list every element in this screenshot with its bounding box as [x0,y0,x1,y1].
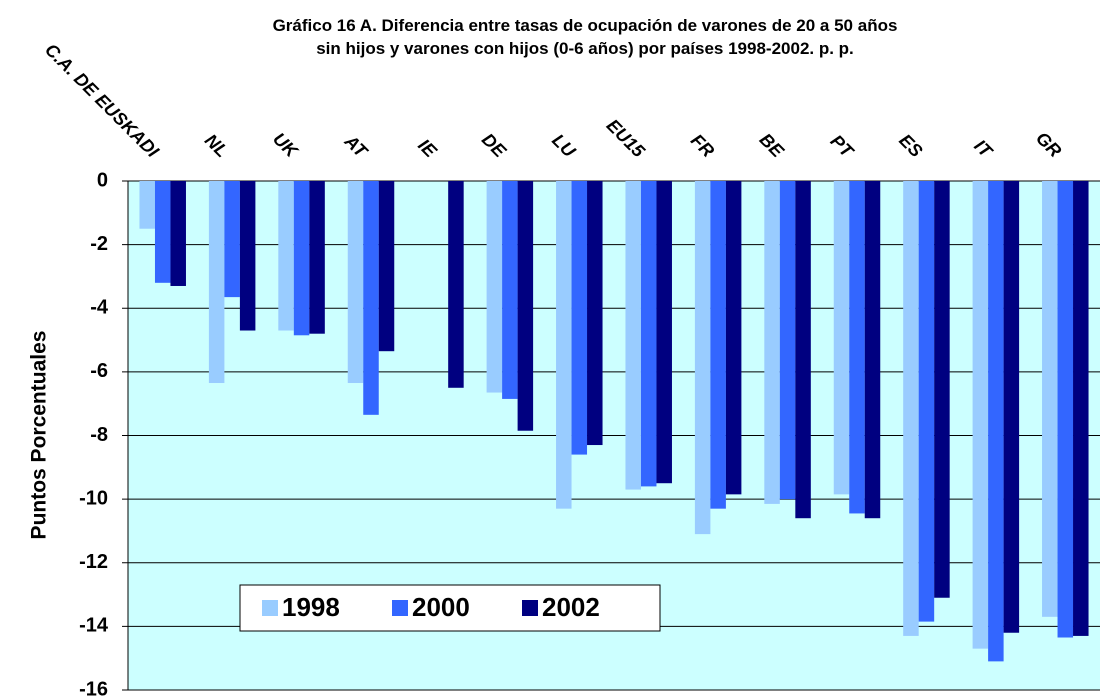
bar [309,181,325,334]
legend-swatch [392,600,408,616]
bar [1003,181,1020,633]
x-tick-label: EU15 [603,115,650,162]
bar [833,181,850,495]
bar [795,181,811,519]
bar [571,181,588,455]
bar [139,181,155,229]
legend-label: 1998 [282,592,340,622]
x-tick-label: DE [478,129,511,162]
bar [208,181,225,384]
y-tick-label: -12 [79,551,108,573]
bar [1073,181,1089,636]
x-tick-label: IE [414,135,441,162]
x-tick-label: ES [895,130,926,161]
bar [517,181,534,431]
y-tick-label: -14 [79,615,109,637]
bar [918,181,935,622]
bar [849,181,865,514]
x-tick-label: FR [687,130,718,161]
bar [224,181,240,298]
x-tick-label: IT [970,136,997,163]
bar [556,181,572,509]
bar [1042,181,1058,617]
y-tick-label: -6 [90,360,108,382]
bar [170,181,186,286]
bar [656,181,672,484]
bar [725,181,742,495]
bar [378,181,395,352]
bar [779,181,796,500]
bar [347,181,364,384]
x-tick-label: LU [548,130,580,162]
bar [278,181,294,331]
bar [1057,181,1074,638]
legend-swatch [262,600,278,616]
bar [864,181,881,519]
x-tick-label: AT [340,130,372,162]
y-tick-label: -4 [90,297,109,319]
bar [972,181,989,649]
bar [640,181,657,487]
y-tick-label: -8 [90,424,108,446]
bar [934,181,950,598]
chart-title: Gráfico 16 A. Diferencia entre tasas de … [272,16,898,58]
bar [239,181,256,331]
x-tick-label: UK [269,129,303,163]
legend-swatch [522,600,538,616]
x-tick-label: C.A. DE EUSKADI [41,40,163,162]
x-tick-label: PT [827,131,859,163]
bar [988,181,1004,662]
bar [154,181,171,283]
legend-label: 2002 [542,592,600,622]
legend-label: 2000 [412,592,470,622]
bar [625,181,641,490]
bar [448,181,464,388]
bar [363,181,379,415]
x-tick-label: GR [1032,128,1065,161]
x-tick-label: BE [756,129,789,162]
bar [694,181,711,535]
legend-box [239,584,661,632]
bar [293,181,310,336]
y-tick-label: -2 [90,233,108,255]
bar [486,181,503,393]
y-tick-label: 0 [97,169,108,191]
y-tick-label: -10 [79,487,108,509]
x-tick-label: NL [201,130,232,161]
bar [764,181,780,504]
bar [710,181,726,509]
y-tick-label: -16 [79,678,108,699]
bar [587,181,603,446]
bar [903,181,919,636]
y-axis-label: Puntos Porcentuales [28,331,51,540]
bar [502,181,518,399]
